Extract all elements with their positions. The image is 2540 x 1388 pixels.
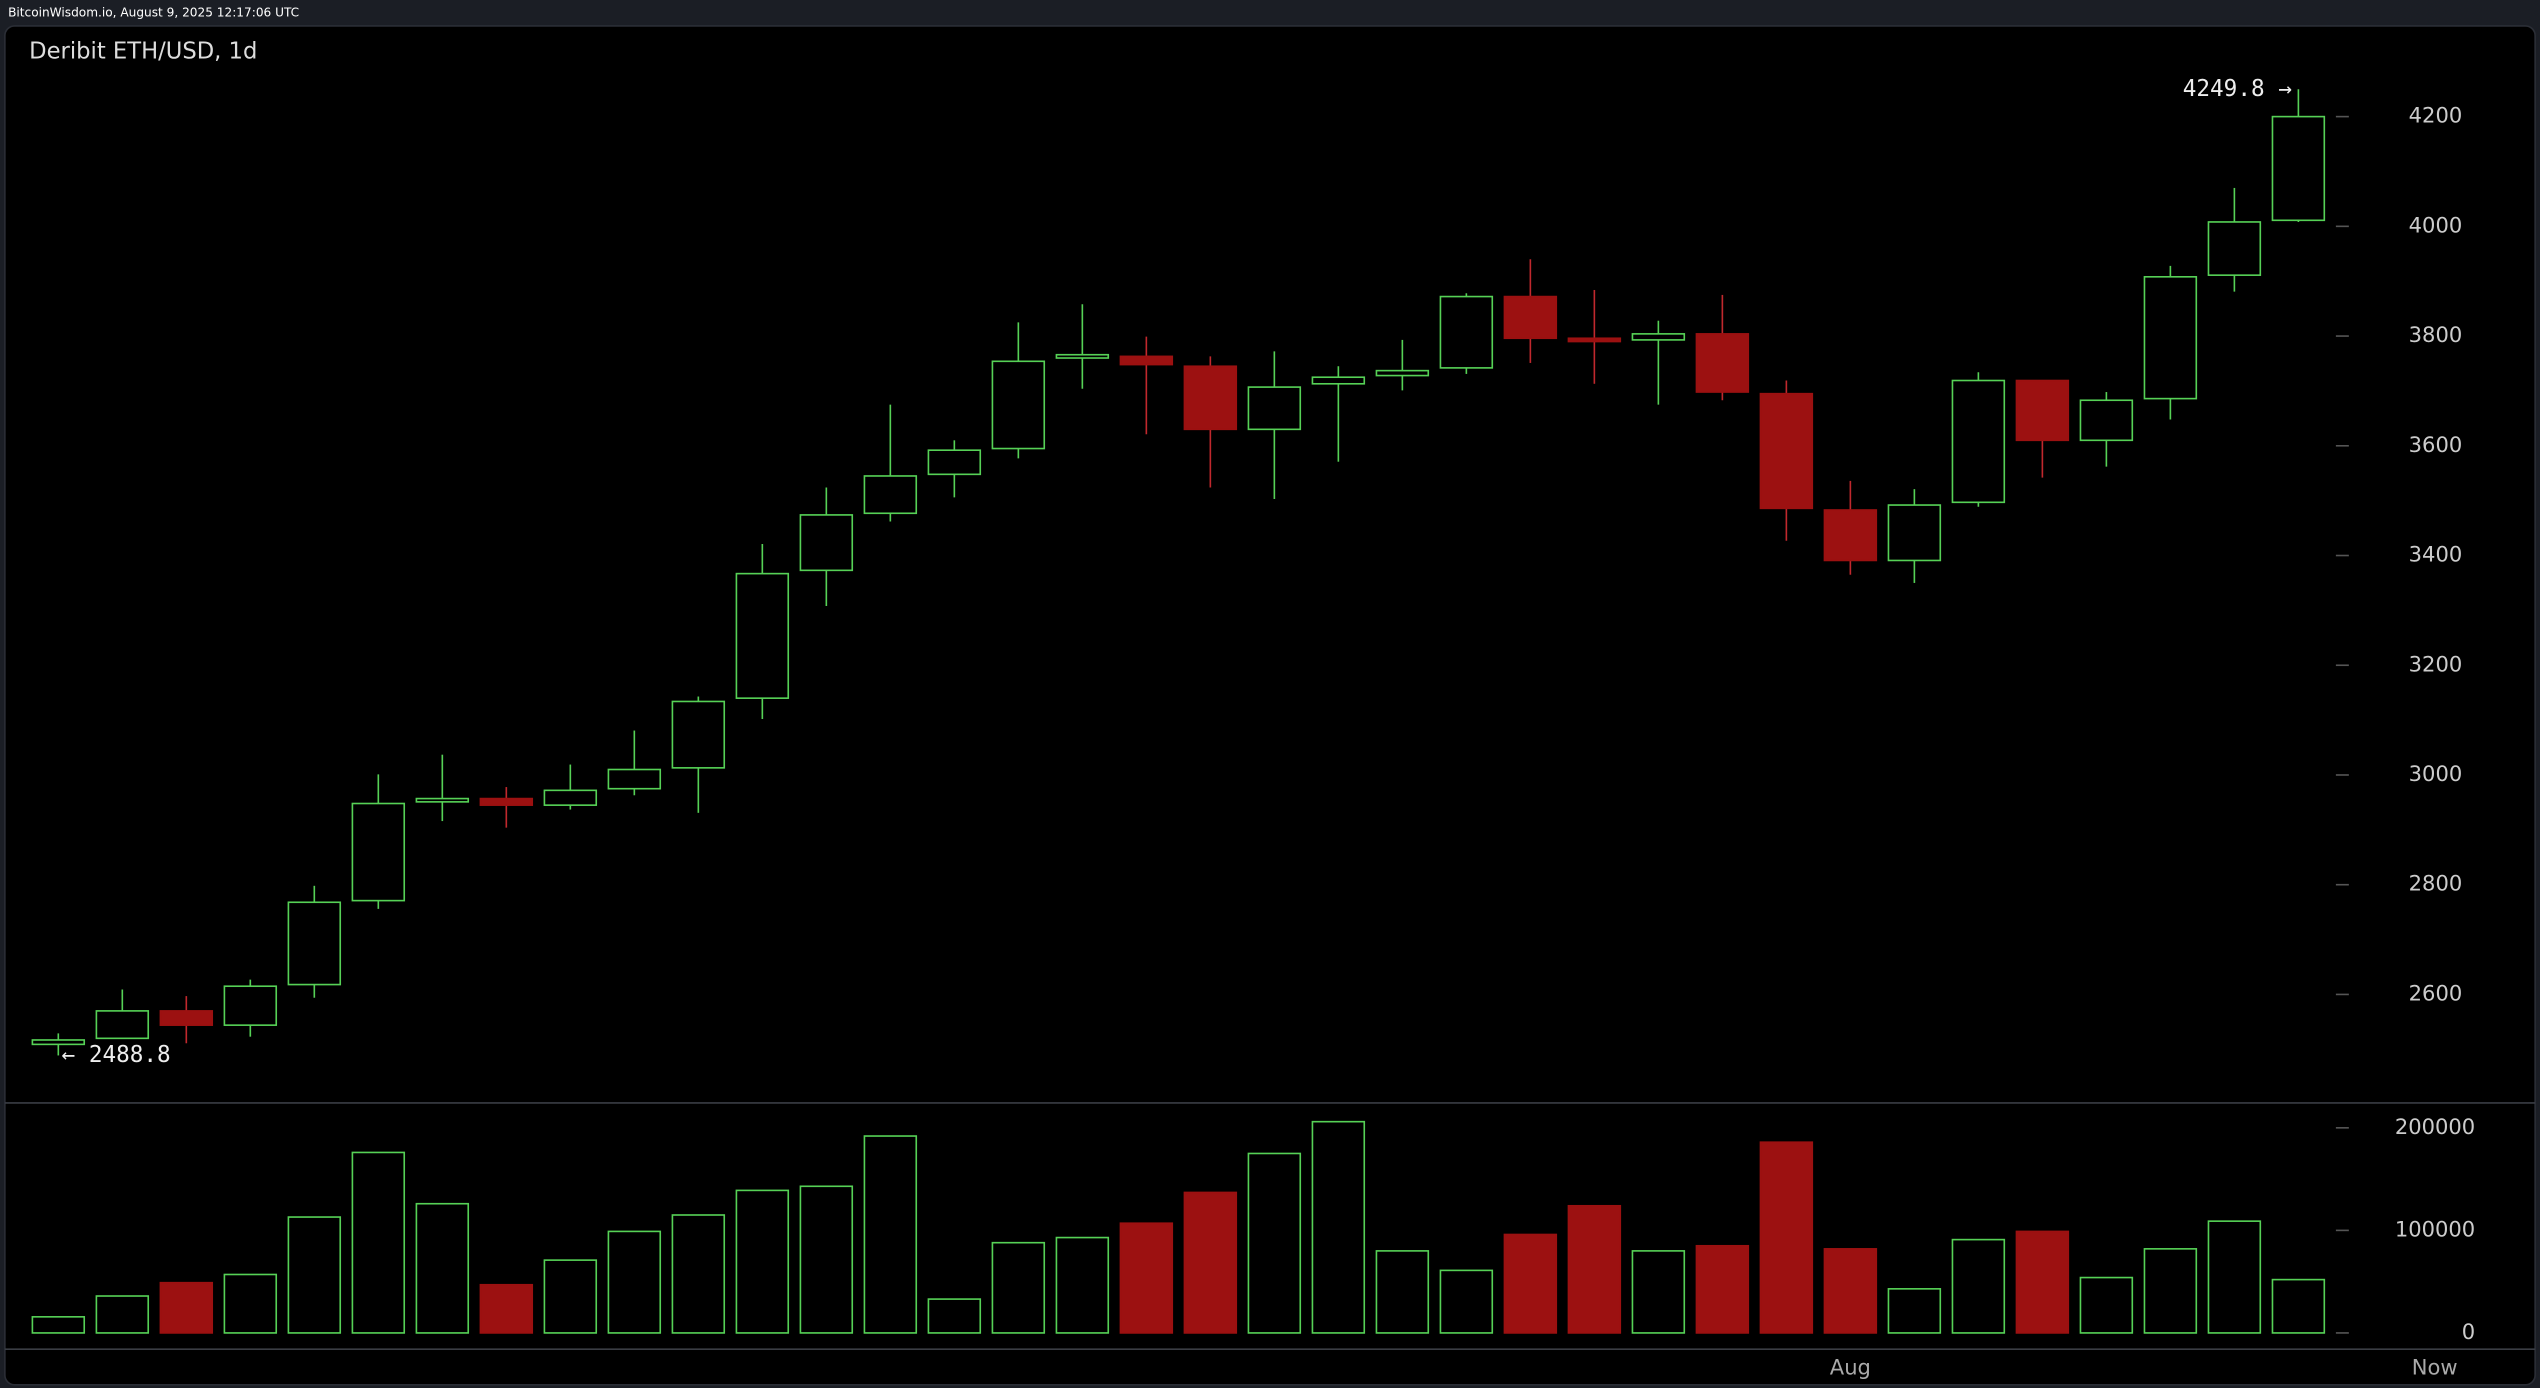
candle-body [1055, 353, 1110, 359]
volume-bar [2271, 1278, 2326, 1334]
volume-bar [1183, 1191, 1238, 1334]
header: BitcoinWisdom.io, August 9, 2025 12:17:0… [8, 5, 299, 19]
volume-bar [1055, 1236, 1110, 1334]
candle-body [31, 1039, 86, 1046]
volume-bar [671, 1214, 726, 1334]
volume-bar [991, 1241, 1046, 1334]
volume-bar [1247, 1152, 1302, 1334]
candle-body [2271, 115, 2326, 222]
y-tick-label: 3600 [2409, 432, 2463, 457]
y-tick-label: 2600 [2409, 980, 2463, 1005]
volume-bar [799, 1185, 854, 1334]
volume-bar [2143, 1248, 2198, 1334]
volume-bar [223, 1273, 278, 1334]
candle-body [1119, 355, 1174, 366]
y-tick-label: 3800 [2409, 322, 2463, 347]
candle-body [287, 901, 342, 986]
candle-body [863, 475, 918, 515]
volume-bar [863, 1135, 918, 1334]
candle-body [1439, 295, 1494, 369]
candle-body [1631, 333, 1686, 341]
volume-bar [735, 1189, 790, 1334]
y-tick-label: 4200 [2409, 103, 2463, 128]
volume-bar [95, 1295, 150, 1334]
volume-bar [159, 1281, 214, 1334]
max-label: 4249.8 → [2183, 76, 2292, 102]
volume-bar [1759, 1141, 1814, 1334]
y-tick-label: 3400 [2409, 542, 2463, 567]
candle-body [479, 797, 534, 806]
candle-body [1375, 369, 1430, 377]
candle-body [1759, 392, 1814, 510]
candle-body [991, 360, 1046, 450]
candle-body [2079, 399, 2134, 442]
volume-bar [1375, 1250, 1430, 1334]
candle-body [927, 449, 982, 476]
y-tick-label: 4000 [2409, 212, 2463, 237]
volume-bar [927, 1298, 982, 1334]
volume-bar [415, 1202, 470, 1334]
candle-body [223, 985, 278, 1026]
candle-body [2143, 276, 2198, 400]
volume-bar [351, 1151, 406, 1334]
volume-bar [2015, 1230, 2070, 1334]
x-tick-label: Aug [1830, 1355, 1871, 1380]
candle-body [95, 1010, 150, 1040]
candle-body [1247, 386, 1302, 431]
volume-tick-label: 200000 [2395, 1114, 2475, 1139]
volume-bar [31, 1316, 86, 1334]
volume-bar [2207, 1220, 2262, 1334]
chart-panel [4, 25, 2536, 1386]
candle-body [1567, 337, 1622, 343]
volume-bar [2079, 1276, 2134, 1334]
volume-bar [1503, 1233, 1558, 1334]
candle-body [671, 700, 726, 769]
volume-tick-label: 100000 [2395, 1216, 2475, 1241]
y-tick-label: 3000 [2409, 761, 2463, 786]
candle-body [735, 572, 790, 699]
candle-body [1503, 295, 1558, 340]
candle-body [1311, 376, 1366, 385]
min-label: ← 2488.8 [62, 1042, 171, 1068]
candle-body [2207, 221, 2262, 276]
volume-bar [287, 1216, 342, 1334]
candle-body [1183, 365, 1238, 431]
volume-bar [1887, 1288, 1942, 1334]
candle-body [351, 802, 406, 902]
candle-body [1887, 504, 1942, 562]
volume-bar [607, 1230, 662, 1334]
volume-bar [1695, 1244, 1750, 1334]
volume-tick-label: 0 [2462, 1319, 2475, 1344]
volume-bar [1951, 1238, 2006, 1334]
volume-bar [1567, 1204, 1622, 1334]
now-label: Now [2412, 1355, 2458, 1380]
y-tick-label: 3200 [2409, 651, 2463, 676]
candle-body [1951, 379, 2006, 504]
candle-body [607, 768, 662, 790]
volume-bar [1119, 1222, 1174, 1334]
y-tick-label: 2800 [2409, 871, 2463, 896]
volume-bar [543, 1259, 598, 1334]
volume-bar [1311, 1120, 1366, 1334]
candle-body [2015, 379, 2070, 442]
candle-body [1823, 509, 1878, 562]
volume-bar [479, 1283, 534, 1334]
candle-body [543, 789, 598, 806]
chart-title: Deribit ETH/USD, 1d [29, 38, 257, 64]
candle-body [415, 797, 470, 803]
volume-bar [1631, 1250, 1686, 1334]
volume-bar [1823, 1248, 1878, 1334]
candle-body [799, 514, 854, 572]
candle-body [159, 1010, 214, 1026]
candle-body [1695, 333, 1750, 393]
volume-bar [1439, 1269, 1494, 1334]
